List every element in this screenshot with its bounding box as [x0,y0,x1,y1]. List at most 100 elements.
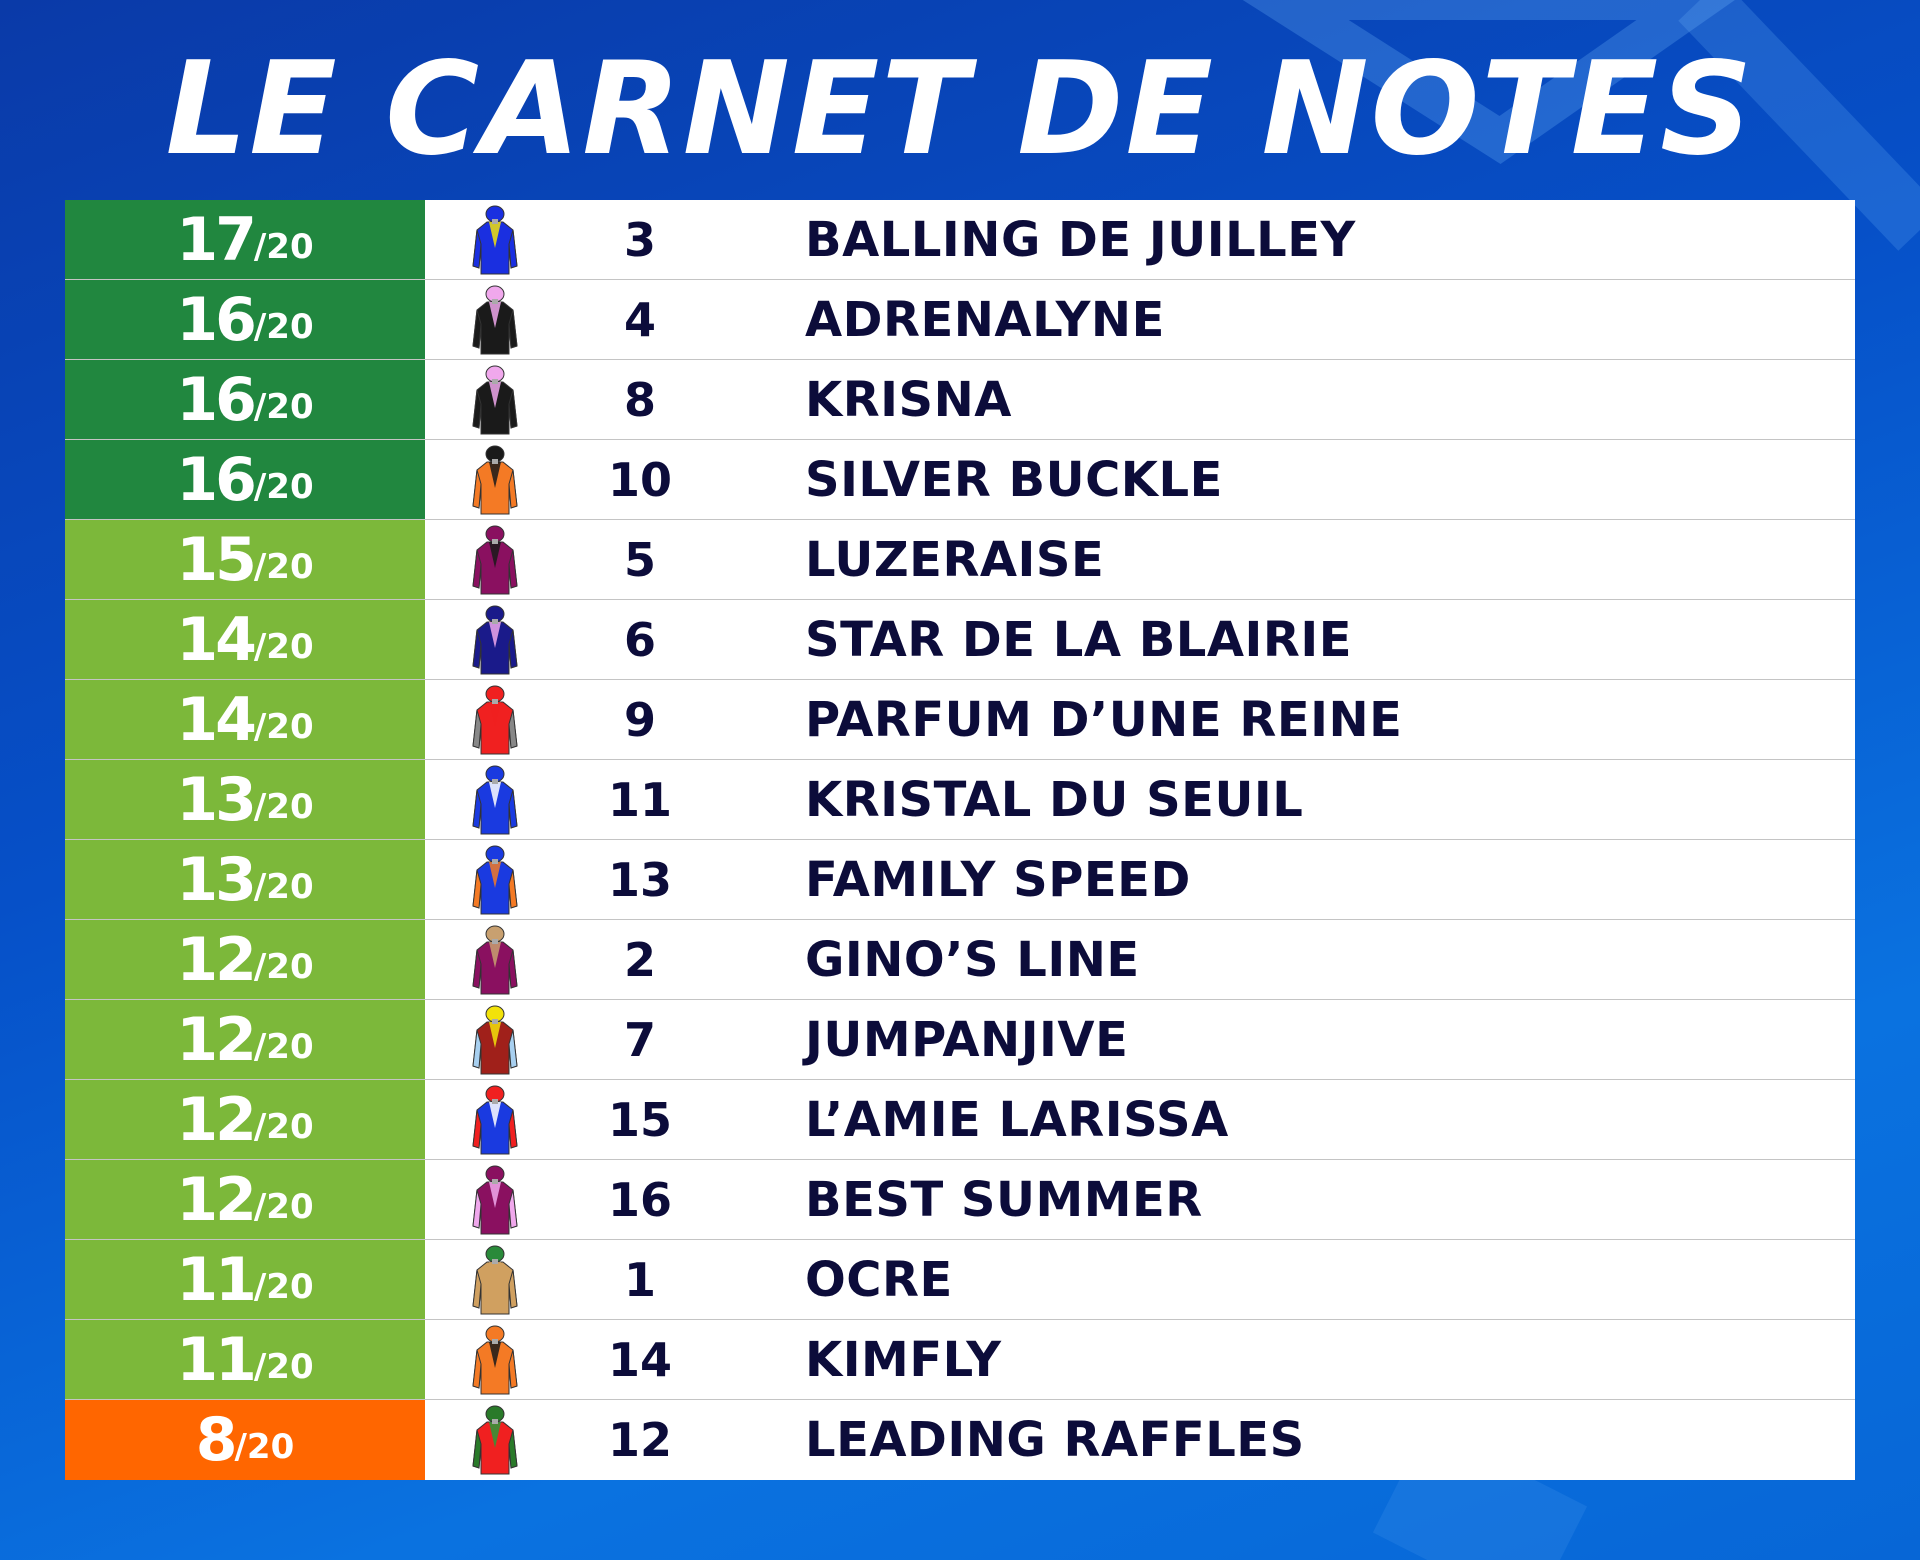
horse-number: 2 [623,932,656,987]
score-value: 16 [176,284,256,355]
score-value: 16 [176,364,256,435]
score-cell: 12/20 [65,1000,425,1079]
score-denominator: /20 [253,466,314,507]
table-row: 16/20 8 KRISNA [65,360,1855,440]
score-cell: 13/20 [65,760,425,839]
score-cell: 14/20 [65,600,425,679]
horse-name: LEADING RAFFLES [805,1412,1305,1468]
jersey-icon [425,524,565,596]
page-title: LE CARNET DE NOTES [165,35,1755,184]
jersey-icon [425,284,565,356]
horse-number: 13 [607,852,672,907]
jersey-icon [425,1404,565,1476]
horse-name: GINO’S LINE [805,931,1140,988]
score-value: 8 [195,1405,238,1475]
score-cell: 12/20 [65,1080,425,1159]
ratings-table: 17/20 3 BALLING DE JUILLEY 16/20 4 ADREN… [65,200,1855,1480]
score-cell: 17/20 [65,200,425,279]
score-value: 15 [176,524,256,595]
score-denominator: /20 [253,946,314,987]
jersey-icon [425,1324,565,1396]
horse-name: ADRENALYNE [805,291,1165,348]
score-denominator: /20 [253,1266,314,1307]
horse-name: SILVER BUCKLE [805,451,1223,508]
jersey-icon [425,364,565,436]
horse-name: BEST SUMMER [805,1171,1203,1228]
score-denominator: /20 [253,226,314,267]
horse-number: 5 [623,532,656,587]
jersey-icon [425,1004,565,1076]
table-row: 12/20 15 L’AMIE LARISSA [65,1080,1855,1160]
score-cell: 16/20 [65,440,425,519]
score-value: 13 [176,764,256,835]
jersey-icon [425,764,565,836]
table-row: 11/20 1 OCRE [65,1240,1855,1320]
score-value: 14 [176,604,256,675]
horse-number: 6 [623,612,656,667]
horse-number: 3 [623,212,656,267]
table-row: 13/20 13 FAMILY SPEED [65,840,1855,920]
table-row: 14/20 6 STAR DE LA BLAIRIE [65,600,1855,680]
score-value: 13 [176,844,256,915]
score-denominator: /20 [253,306,314,347]
horse-name: PARFUM D’UNE REINE [805,691,1403,748]
table-row: 15/20 5 LUZERAISE [65,520,1855,600]
score-denominator: /20 [253,546,314,587]
jersey-icon [425,204,565,276]
jersey-icon [425,924,565,996]
score-denominator: /20 [253,1026,314,1067]
score-value: 11 [176,1324,256,1395]
table-row: 16/20 10 SILVER BUCKLE [65,440,1855,520]
horse-name: KIMFLY [805,1331,1002,1388]
horse-number: 1 [623,1252,656,1307]
jersey-icon [425,684,565,756]
score-value: 17 [176,204,256,275]
table-row: 13/20 11 KRISTAL DU SEUIL [65,760,1855,840]
table-row: 12/20 7 JUMPANJIVE [65,1000,1855,1080]
score-value: 12 [176,1004,256,1075]
score-cell: 13/20 [65,840,425,919]
score-cell: 16/20 [65,280,425,359]
score-denominator: /20 [253,626,314,667]
horse-name: JUMPANJIVE [805,1011,1129,1068]
score-value: 16 [176,444,256,515]
table-row: 14/20 9 PARFUM D’UNE REINE [65,680,1855,760]
score-denominator: /20 [253,1346,314,1387]
score-denominator: /20 [253,786,314,827]
horse-number: 4 [623,292,656,347]
score-cell: 16/20 [65,360,425,439]
score-cell: 11/20 [65,1240,425,1319]
score-denominator: /20 [253,1106,314,1147]
jersey-icon [425,844,565,916]
table-row: 8/20 12 LEADING RAFFLES [65,1400,1855,1480]
score-denominator: /20 [253,386,314,427]
jersey-icon [425,1244,565,1316]
horse-name: BALLING DE JUILLEY [805,211,1356,268]
horse-number: 12 [607,1413,672,1467]
score-denominator: /20 [253,1186,314,1227]
jersey-icon [425,604,565,676]
score-value: 12 [176,924,256,995]
horse-name: L’AMIE LARISSA [805,1091,1229,1148]
score-cell: 11/20 [65,1320,425,1399]
table-row: 12/20 2 GINO’S LINE [65,920,1855,1000]
horse-number: 7 [623,1012,656,1067]
table-row: 11/20 14 KIMFLY [65,1320,1855,1400]
score-cell: 14/20 [65,680,425,759]
jersey-icon [425,1084,565,1156]
horse-name: KRISNA [805,371,1012,428]
horse-number: 9 [623,692,656,747]
score-denominator: /20 [234,1427,295,1467]
jersey-icon [425,1164,565,1236]
score-denominator: /20 [253,866,314,907]
table-row: 16/20 4 ADRENALYNE [65,280,1855,360]
horse-number: 10 [607,452,672,507]
horse-name: KRISTAL DU SEUIL [805,771,1304,828]
horse-number: 14 [607,1332,672,1387]
score-value: 11 [176,1244,256,1315]
score-value: 12 [176,1164,256,1235]
horse-name: OCRE [805,1251,953,1308]
score-cell: 12/20 [65,920,425,999]
score-cell: 15/20 [65,520,425,599]
score-cell: 12/20 [65,1160,425,1239]
